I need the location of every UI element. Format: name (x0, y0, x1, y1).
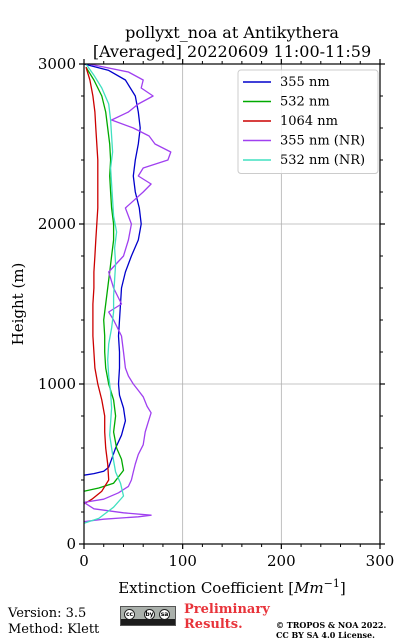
y-tick-label-1: 1000 (38, 375, 76, 393)
cc-badge-bar (121, 619, 175, 625)
legend-box (237, 69, 379, 174)
series-line-0 (83, 63, 142, 476)
series-line-2 (83, 67, 110, 505)
x-axis-label: Extinction Coefficient [Mm−1] (118, 577, 345, 597)
legend-label-4: 532 nm (NR) (280, 153, 365, 168)
x-tick-label-1: 100 (168, 552, 197, 570)
x-axis-label-unit: Mm (293, 579, 324, 597)
x-axis-label-text: Extinction Coefficient [ (118, 579, 294, 597)
cc-license-badge: cc by sa (120, 606, 176, 626)
copyright-line-2: CC BY SA 4.0 License. (276, 630, 375, 640)
series-line-3 (83, 63, 172, 523)
version-text: Version: 3.5 (8, 606, 87, 621)
chart-title-line-1: pollyxt_noa at Antikythera (125, 23, 339, 42)
x-axis-label-exponent: −1 (324, 577, 340, 590)
method-text: Method: Klett (8, 622, 100, 637)
x-axis-label-close: ] (340, 579, 346, 597)
copyright-note: © TROPOS & NOA 2022. CC BY SA 4.0 Licens… (276, 620, 386, 640)
series-line-4 (83, 63, 125, 524)
legend-label-1: 532 nm (280, 95, 330, 110)
legend-label-3: 355 nm (NR) (280, 134, 365, 149)
legend-label-0: 355 nm (280, 75, 330, 90)
preliminary-line-1: Preliminary (184, 602, 270, 617)
extinction-chart: pollyxt_noa at Antikythera [Averaged] 20… (9, 23, 395, 597)
copyright-line-1: © TROPOS & NOA 2022. (276, 620, 387, 630)
legend-label-2: 1064 nm (280, 114, 338, 129)
plot-frame (83, 63, 381, 545)
chart-title-line-2: [Averaged] 20220609 11:00-11:59 (93, 42, 371, 61)
y-axis-label: Height (m) (9, 263, 27, 346)
preliminary-line-2: Results. (184, 617, 243, 632)
series-line-1 (83, 66, 125, 492)
series-layer (83, 63, 172, 524)
x-tick-label-0: 0 (79, 552, 89, 570)
y-tick-label-0: 0 (66, 535, 76, 553)
y-tick-label-2: 2000 (38, 215, 76, 233)
y-tick-label-3: 3000 (38, 55, 76, 73)
legend: 355 nm 532 nm 1064 nm 355 nm (NR) 532 nm (NR… (237, 69, 379, 174)
x-tick-label-3: 300 (366, 552, 395, 570)
x-tick-label-2: 200 (267, 552, 296, 570)
preliminary-note: Preliminary Results. (184, 602, 270, 632)
